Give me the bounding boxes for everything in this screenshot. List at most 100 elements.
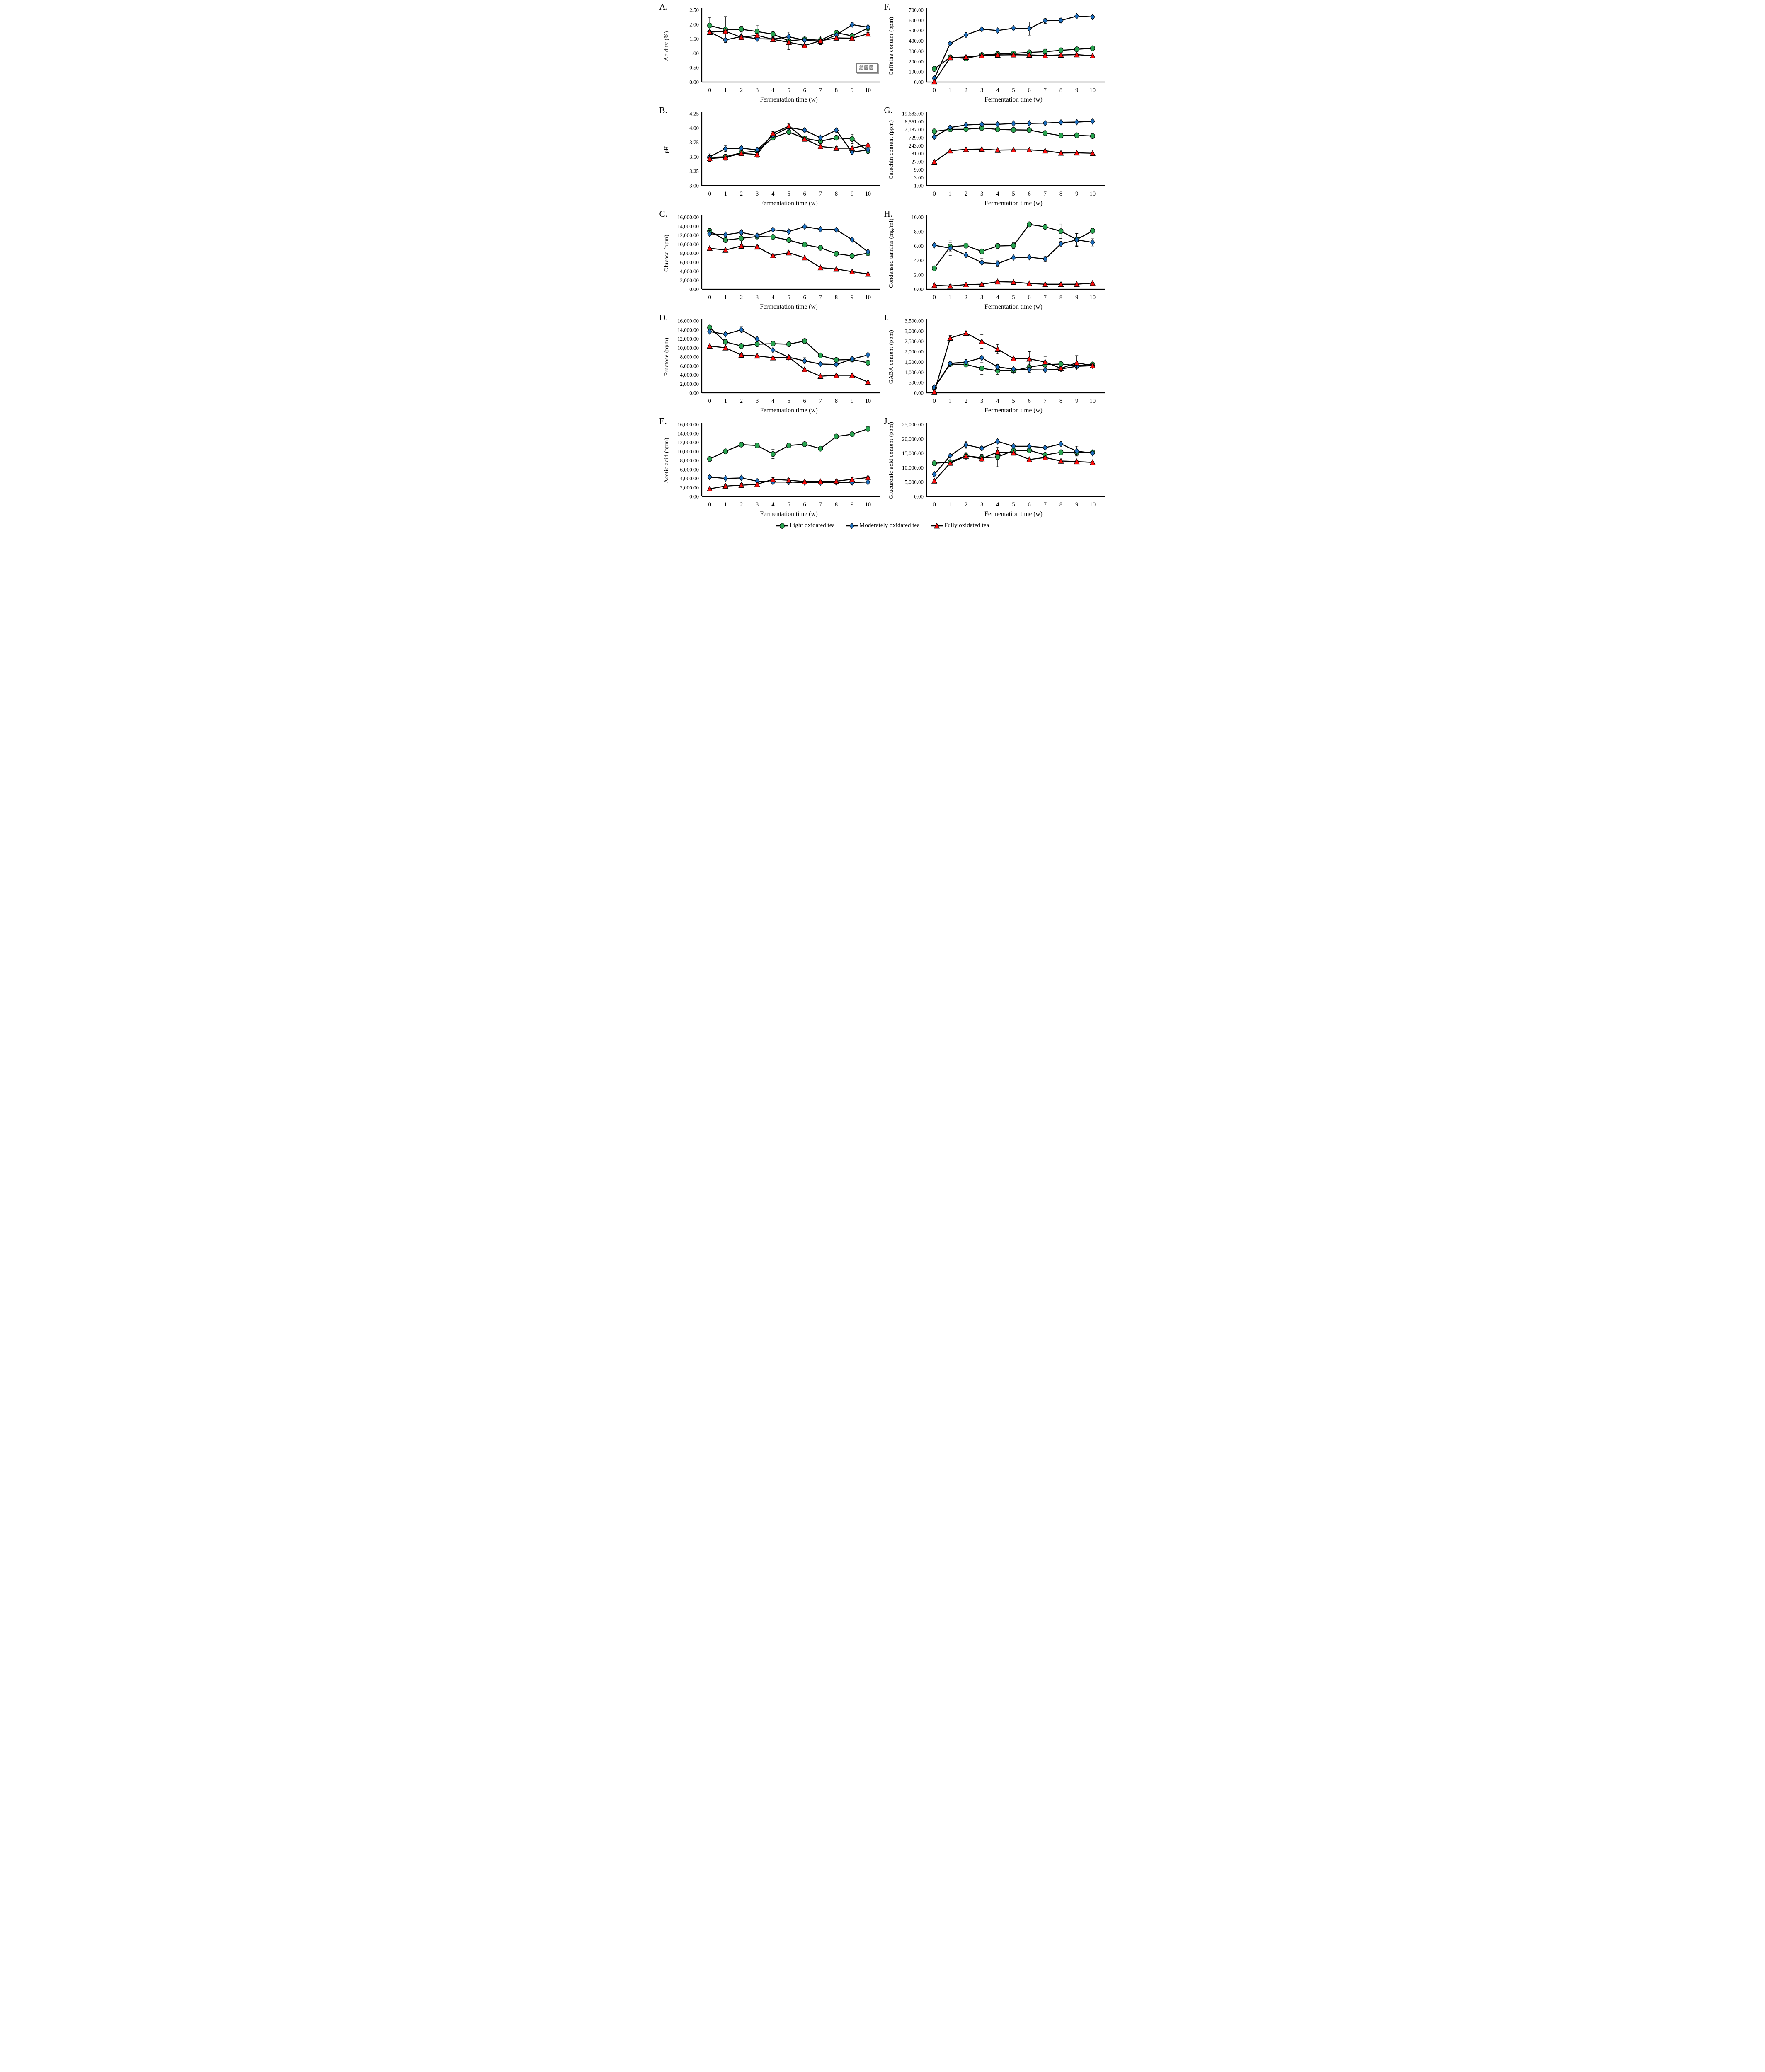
y-tick-label: 10,000.00 [677,448,699,455]
panel-D: D. 0.00 2,000.00 4,000.00 6,000.00 8,000.00 1… [658,312,882,416]
triangle-marker [931,158,937,165]
y-tick-label: 6.00 [914,243,924,249]
x-tick-label: 2 [964,87,967,94]
diamond-marker [1011,366,1016,373]
circle-marker [817,245,823,251]
series-light-oxidated-tea [931,45,1095,72]
y-tick-label: 4.25 [689,111,699,117]
y-tick-label: 2,187.00 [904,126,924,133]
triangle-marker [1026,280,1032,286]
diamond-marker [947,360,953,367]
triangle-marker [849,476,855,482]
chart-svg-E: 0.00 2,000.00 4,000.00 6,000.00 8,000.00 10,0… [664,421,880,518]
y-tick-label: 3,000.00 [904,328,924,334]
y-tick-label: 6,000.00 [680,466,699,472]
y-tick-label: 81.00 [911,150,923,157]
y-tick-label: 2,500.00 [904,338,924,344]
chart-svg-F: 0.00 100.00 200.00 300.00 400.00 500.00 600.00… [888,7,1105,103]
diamond-marker [865,248,870,255]
x-tick-label: 9 [1075,191,1078,197]
y-tick-label: 10,000.00 [902,465,924,471]
y-tick-label: 0.00 [914,390,924,396]
x-tick-label: 6 [803,398,806,404]
x-tick-label: 10 [865,501,871,508]
triangle-marker [754,481,760,487]
x-tick-label: 4 [771,191,775,197]
triangle-marker [1042,52,1048,58]
circle-marker [739,235,744,241]
diamond-marker [1042,120,1047,127]
triangle-marker [786,39,792,45]
x-tick-label: 10 [1089,398,1096,404]
circle-marker [722,339,728,345]
panel-F: F. 0.00 100.00 200.00 300.00 400.00 500.00 600… [882,2,1107,105]
y-tick-label: 200.00 [909,58,924,65]
diamond-marker [995,121,1000,128]
y-tick-label: 6,000.00 [680,259,699,265]
x-tick-label: 4 [996,501,999,508]
triangle-marker [706,343,713,349]
x-tick-label: 7 [1043,87,1046,94]
triangle-marker [817,373,823,379]
x-tick-label: 3 [756,398,759,404]
x-tick-label: 9 [851,191,853,197]
circle-marker [707,22,712,29]
triangle-marker [947,334,953,341]
triangle-marker [1057,150,1064,156]
x-axis-label: Fermentation time (w) [760,200,817,207]
triangle-marker [1074,281,1080,287]
x-tick-label: 5 [1012,398,1015,404]
triangle-marker [722,247,728,253]
x-tick-label: 7 [1043,501,1046,508]
panel-letter-B: B. [659,105,667,115]
x-tick-label: 9 [1075,294,1078,301]
triangle-marker [770,354,776,361]
series-moderately-oxidated-tea [707,124,870,160]
triangle-marker [722,28,728,34]
legend-item-fully-oxidated-tea: Fully oxidated tea [930,522,989,529]
diamond-marker [979,259,984,266]
triangle-marker [963,53,969,60]
diamond-marker [931,133,937,140]
circle-marker [979,248,984,254]
circle-marker [1090,133,1095,139]
diamond-marker [834,226,839,233]
panel-A: A. 0.00 0.50 1.00 1.50 2.00 2.50 0 1 2 3 4 5 6 7 8 9 10 F… [658,2,882,105]
diamond-marker [979,26,984,33]
circle-marker [931,265,937,271]
triangle-marker [738,351,744,358]
x-tick-label: 7 [819,501,822,508]
y-tick-label: 0.50 [689,65,699,71]
triangle-marker [1074,51,1080,58]
triangle-marker [754,32,760,38]
circle-marker [802,242,807,248]
x-tick-label: 10 [1089,294,1096,301]
y-tick-label: 700.00 [909,7,924,13]
x-tick-label: 5 [1012,191,1015,197]
circle-marker [1042,224,1047,230]
x-tick-label: 0 [933,191,936,197]
x-tick-label: 5 [1012,501,1015,508]
triangle-marker [947,54,953,61]
y-tick-label: 20,000.00 [902,436,924,442]
triangle-marker [738,150,744,156]
y-axis-label: GABA content (ppm) [888,330,895,384]
triangle-marker [722,483,728,489]
x-tick-label: 6 [1028,87,1030,94]
diamond-marker [1026,443,1032,450]
circle-marker [995,243,1000,249]
triangle-marker [865,141,871,148]
diamond-marker [1026,120,1032,127]
triangle-marker [801,42,807,48]
y-tick-label: 4,000.00 [680,475,699,482]
legend-circle-icon [776,523,788,529]
y-axis-label: Catechin content (ppm) [888,120,895,179]
y-tick-label: 25,000.00 [902,421,924,428]
y-tick-label: 1,500.00 [904,359,924,365]
circle-marker [865,360,870,366]
y-tick-label: 3,500.00 [904,318,924,324]
diamond-marker [1074,119,1079,126]
triangle-marker [833,34,839,41]
x-tick-label: 0 [708,294,711,301]
y-tick-label: 4.00 [689,125,699,131]
